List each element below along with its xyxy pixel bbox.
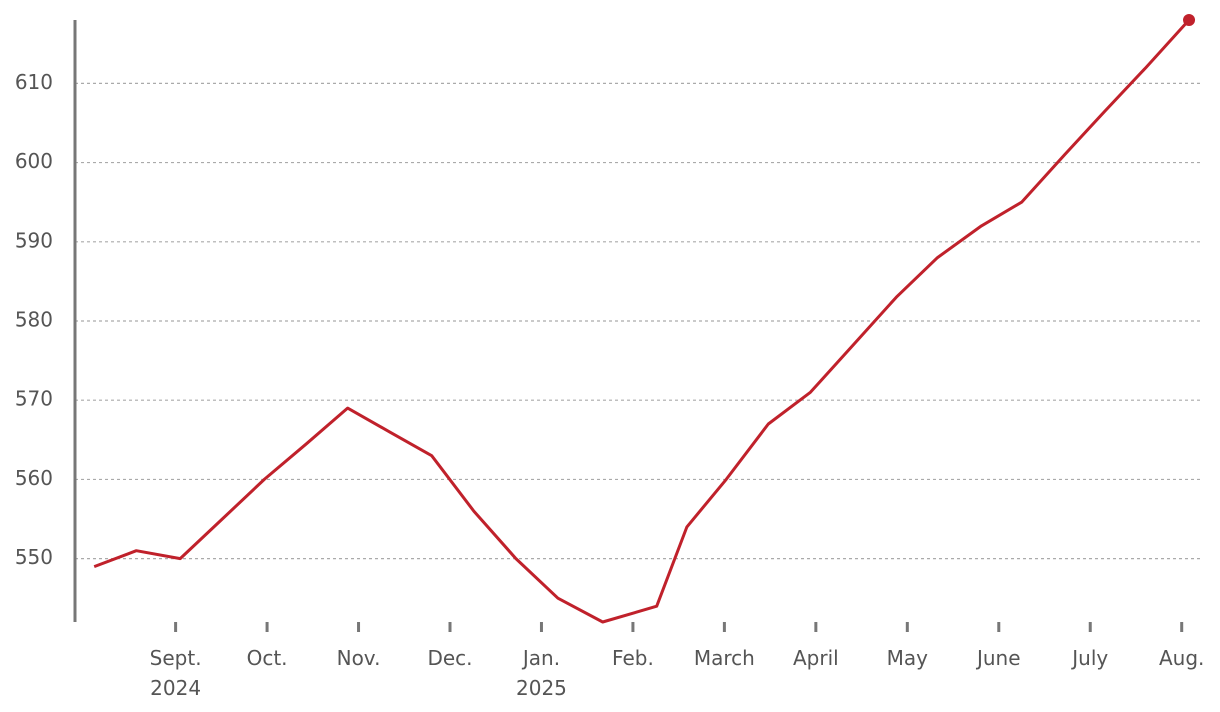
x-tick-label-line: July [1070,646,1108,670]
y-tick-label: 610 [15,70,53,94]
y-tick-label: 590 [15,228,53,252]
x-tick-label: Dec. [427,646,472,670]
x-tick-label-line: June [975,646,1021,670]
x-tick-label-line: April [793,646,839,670]
x-tick-label: March [694,646,755,670]
y-tick-label: 550 [15,545,53,569]
x-tick-label-line: May [887,646,929,670]
y-tick-label: 600 [15,149,53,173]
x-tick-label: May [887,646,929,670]
y-tick-label: 570 [15,387,53,411]
x-tick-label: April [793,646,839,670]
x-tick-label-line: Jan. [521,646,560,670]
x-tick-label: June [975,646,1021,670]
x-tick-label: July [1070,646,1108,670]
y-tick-label: 560 [15,466,53,490]
x-tick-label: Feb. [612,646,654,670]
x-tick-label-line: Feb. [612,646,654,670]
x-tick-label-line: 2025 [516,676,567,700]
line [93,18,1191,624]
x-tick-label-line: Dec. [427,646,472,670]
end-marker [1183,14,1196,26]
x-tick-label: Sept. 2024 [150,646,202,700]
x-tick-label-line: 2024 [150,676,201,700]
y-tick-label: 580 [15,308,53,332]
x-tick-label: Oct. [247,646,288,670]
x-tick-label: Aug. [1159,646,1204,670]
x-tick-label-line: Oct. [247,646,288,670]
x-tick-label-line: March [694,646,755,670]
x-tick-label-line: Sept. [150,646,202,670]
x-tick-label: Nov. [337,646,381,670]
x-tick-label: Jan. 2025 [516,646,567,700]
x-tick-label-line: Aug. [1159,646,1204,670]
x-tick-label-line: Nov. [337,646,381,670]
